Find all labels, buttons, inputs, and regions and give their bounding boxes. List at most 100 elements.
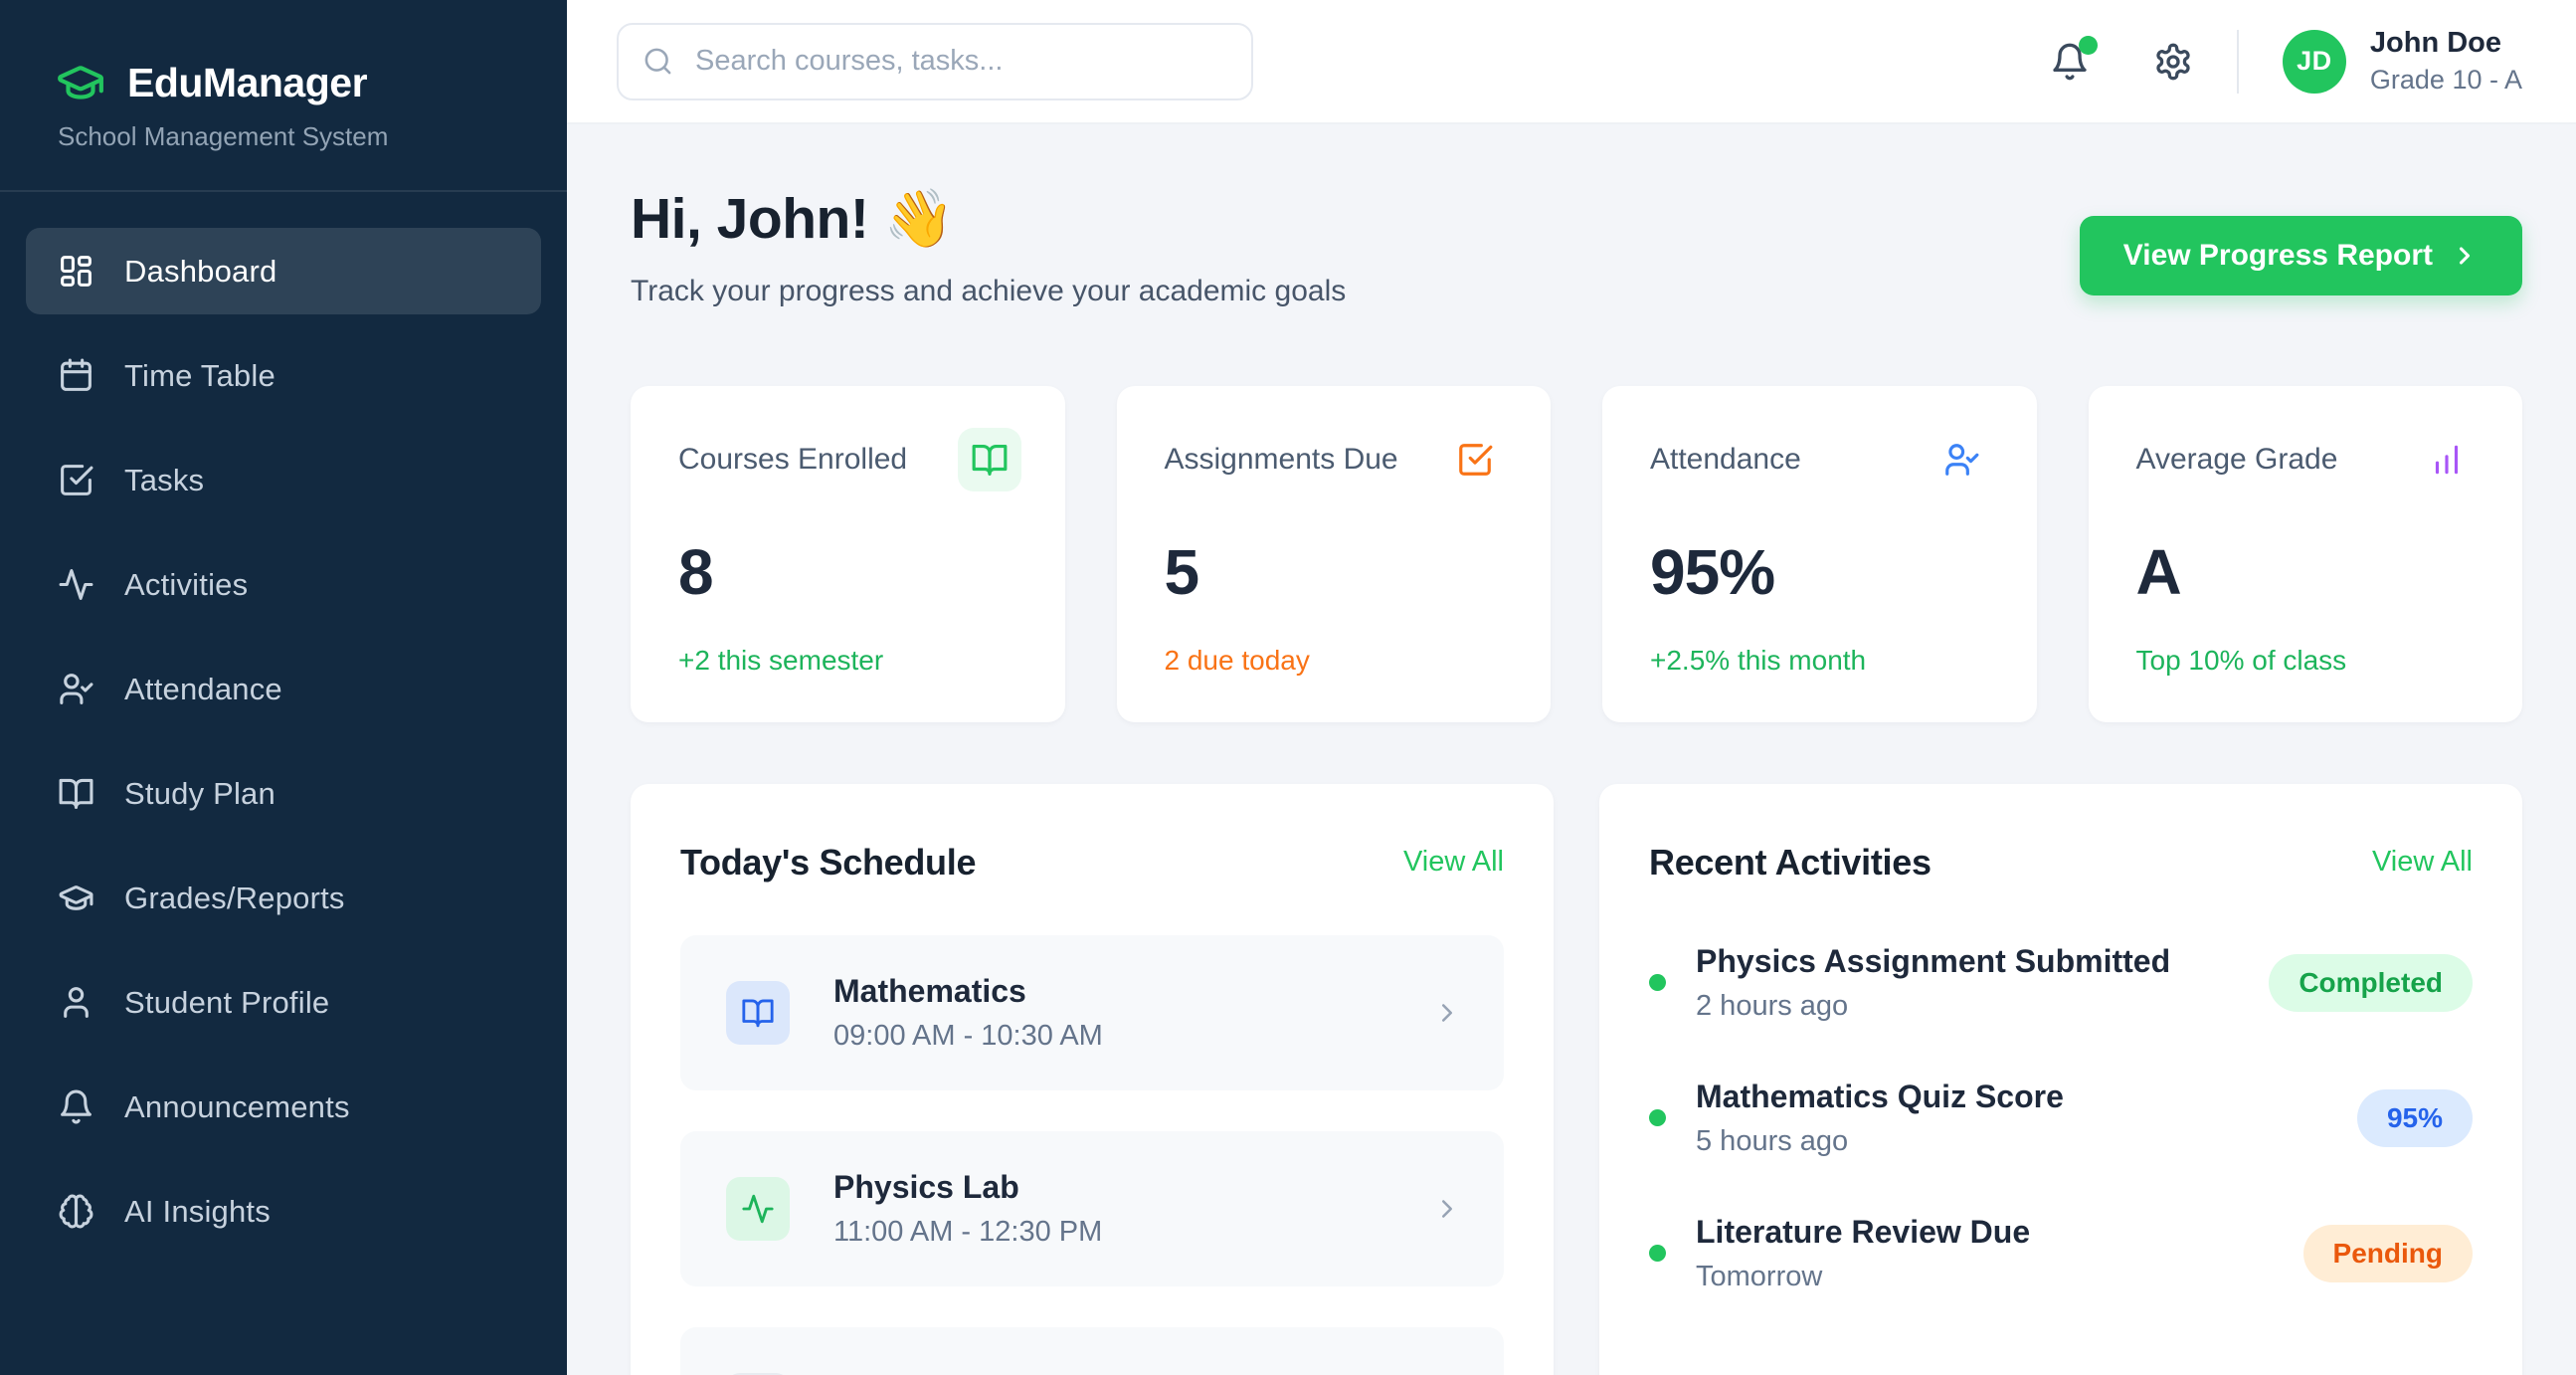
sidebar: EduManager School Management System Dash…	[0, 0, 567, 1375]
sidebar-item-label: Time Table	[124, 357, 276, 393]
sidebar-item-label: AI Insights	[124, 1193, 271, 1229]
topbar: JD John Doe Grade 10 - A	[567, 0, 2576, 124]
sidebar-item-tasks[interactable]: Tasks	[26, 437, 541, 523]
sidebar-item-label: Grades/Reports	[124, 880, 345, 915]
stat-label: Average Grade	[2135, 442, 2338, 476]
schedule-view-all-link[interactable]: View All	[1402, 846, 1504, 879]
activity-title: Literature Review Due	[1696, 1213, 2031, 1250]
schedule-item-english-literature[interactable]: English Literature	[680, 1326, 1504, 1375]
course-name: Physics Lab	[833, 1168, 1019, 1205]
app-title: EduManager	[127, 59, 368, 105]
search-icon	[643, 46, 673, 77]
schedule-item-physics-lab[interactable]: Physics Lab 11:00 AM - 12:30 PM	[680, 1130, 1504, 1286]
bell-icon	[2050, 42, 2090, 82]
sidebar-item-ai-insights[interactable]: AI Insights	[26, 1168, 541, 1255]
user-check-icon	[58, 671, 94, 707]
status-badge: Completed	[2269, 953, 2473, 1012]
book-open-icon	[58, 775, 94, 812]
stat-value: 8	[678, 535, 714, 608]
content-column: JD John Doe Grade 10 - A Hi, John! 👋 Tra…	[567, 0, 2576, 1375]
search-input[interactable]	[693, 44, 1227, 79]
sidebar-item-grades-reports[interactable]: Grades/Reports	[26, 855, 541, 941]
activity-item-mathematics-quiz: Mathematics Quiz Score 5 hours ago 95%	[1649, 1071, 2473, 1166]
sidebar-item-label: Attendance	[124, 671, 282, 706]
course-time: 11:00 AM - 12:30 PM	[833, 1215, 1103, 1248]
sidebar-item-label: Dashboard	[124, 253, 277, 289]
status-badge: Pending	[2302, 1224, 2473, 1282]
brain-icon	[58, 1193, 94, 1230]
page-title: Hi, John! 👋	[631, 187, 955, 251]
activities-view-all-link[interactable]: View All	[2371, 846, 2473, 879]
book-open-icon	[726, 980, 790, 1045]
app-tagline: School Management System	[58, 121, 389, 151]
topbar-divider	[2236, 29, 2239, 94]
topbar-actions: JD John Doe Grade 10 - A	[2050, 25, 2522, 98]
app-logo: EduManager	[0, 58, 567, 107]
check-square-icon	[1443, 428, 1507, 491]
activity-time: 5 hours ago	[1696, 1124, 1849, 1157]
activity-icon	[58, 566, 94, 603]
activity-item-literature-review: Literature Review Due Tomorrow Pending	[1649, 1206, 2473, 1301]
activities-list: Physics Assignment Submitted 2 hours ago…	[1649, 935, 2473, 1301]
stat-label: Courses Enrolled	[678, 442, 908, 476]
schedule-list: Mathematics 09:00 AM - 10:30 AM	[680, 934, 1504, 1375]
stat-card-courses-enrolled: Courses Enrolled 8 +2 this semester	[631, 385, 1065, 722]
sidebar-item-student-profile[interactable]: Student Profile	[26, 959, 541, 1046]
stat-label: Assignments Due	[1164, 442, 1398, 476]
activity-title: Mathematics Quiz Score	[1696, 1078, 2064, 1114]
sidebar-item-label: Activities	[124, 566, 249, 602]
sidebar-item-label: Tasks	[124, 462, 205, 497]
schedule-item-mathematics[interactable]: Mathematics 09:00 AM - 10:30 AM	[680, 934, 1504, 1090]
check-square-icon	[58, 462, 94, 498]
bell-icon	[58, 1088, 94, 1125]
sidebar-item-label: Study Plan	[124, 775, 276, 811]
user-icon	[58, 984, 94, 1021]
graduation-cap-icon	[58, 880, 94, 916]
stat-value: A	[2135, 535, 2182, 608]
wave-emoji: 👋	[883, 187, 955, 251]
notifications-button[interactable]	[2050, 35, 2098, 82]
course-time: 09:00 AM - 10:30 AM	[833, 1019, 1103, 1052]
sidebar-nav: Dashboard Time Table Tasks Activities	[0, 192, 567, 1273]
gear-icon	[2153, 42, 2193, 82]
activity-title: Physics Assignment Submitted	[1696, 942, 2171, 979]
settings-button[interactable]	[2153, 42, 2193, 82]
stat-sub: 2 due today	[1164, 644, 1310, 676]
sidebar-item-announcements[interactable]: Announcements	[26, 1064, 541, 1150]
search-box[interactable]	[617, 22, 1253, 100]
notification-dot	[2078, 35, 2098, 55]
bar-chart-icon	[2415, 428, 2479, 491]
sidebar-item-dashboard[interactable]: Dashboard	[26, 228, 541, 314]
status-dot	[1649, 1109, 1666, 1127]
user-check-icon	[1930, 428, 1993, 491]
chevron-right-icon	[1432, 998, 1462, 1028]
schedule-title: Today's Schedule	[680, 841, 977, 883]
book-open-icon	[726, 1372, 790, 1375]
avatar[interactable]: JD	[2282, 29, 2346, 94]
chevron-right-icon	[2451, 242, 2479, 270]
greeting-row: Hi, John! 👋 Track your progress and achi…	[631, 188, 2522, 308]
stat-sub: Top 10% of class	[2135, 644, 2347, 676]
sidebar-item-attendance[interactable]: Attendance	[26, 646, 541, 732]
activity-time: 2 hours ago	[1696, 989, 1849, 1022]
user-name: John Doe	[2369, 27, 2502, 59]
stat-sub: +2.5% this month	[1650, 644, 1867, 676]
sidebar-item-time-table[interactable]: Time Table	[26, 332, 541, 419]
todays-schedule-panel: Today's Schedule View All Mathematics 09…	[631, 783, 1554, 1375]
stat-value: 95%	[1650, 535, 1775, 608]
dashboard-main: Hi, John! 👋 Track your progress and achi…	[567, 124, 2576, 1375]
sidebar-item-study-plan[interactable]: Study Plan	[26, 750, 541, 837]
chevron-right-icon	[1432, 1194, 1462, 1224]
view-progress-report-button[interactable]: View Progress Report	[2079, 216, 2522, 295]
calendar-icon	[58, 357, 94, 394]
sidebar-divider	[0, 190, 567, 192]
activities-title: Recent Activities	[1649, 841, 1932, 883]
sidebar-item-activities[interactable]: Activities	[26, 541, 541, 628]
sidebar-item-label: Student Profile	[124, 984, 330, 1020]
greeting-block: Hi, John! 👋 Track your progress and achi…	[631, 188, 1346, 308]
stat-sub: +2 this semester	[678, 644, 884, 676]
activity-icon	[726, 1176, 790, 1241]
graduation-cap-logo-icon	[56, 58, 105, 107]
page-subtitle: Track your progress and achieve your aca…	[631, 274, 1347, 307]
stat-card-attendance: Attendance 95% +2.5% this month	[1602, 385, 2037, 722]
